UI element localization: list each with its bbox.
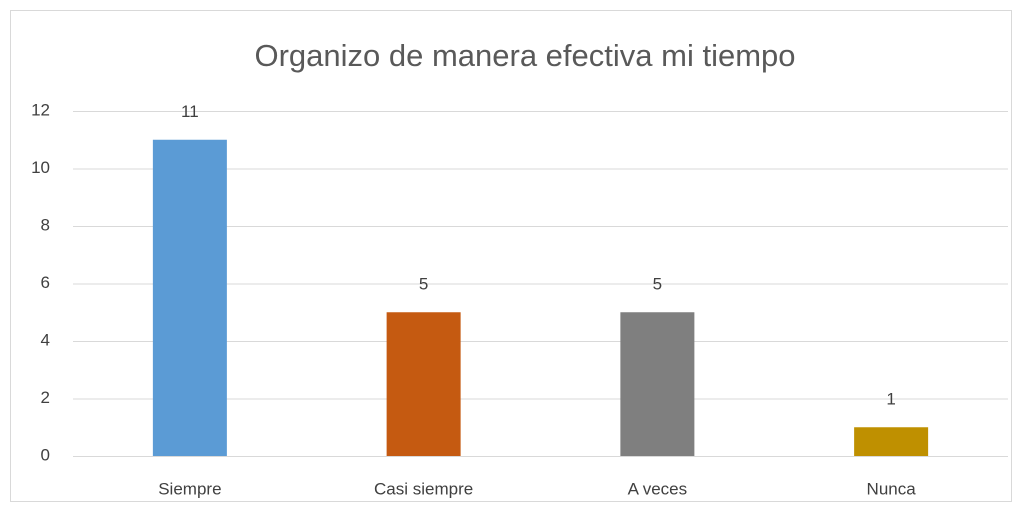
data-label: 5 <box>419 275 428 294</box>
bar <box>620 312 695 456</box>
x-tick-label: Nunca <box>867 479 917 498</box>
data-label: 1 <box>886 390 895 409</box>
y-tick-label: 4 <box>41 330 50 349</box>
data-label: 11 <box>181 102 199 121</box>
y-tick-label: 12 <box>31 100 50 119</box>
x-tick-label: Casi siempre <box>374 479 473 498</box>
bar <box>854 427 929 456</box>
y-tick-label: 0 <box>41 445 50 464</box>
bar <box>152 139 227 456</box>
y-tick-label: 8 <box>41 215 50 234</box>
data-label: 5 <box>653 275 662 294</box>
y-tick-label: 6 <box>41 273 50 292</box>
y-tick-label: 2 <box>41 388 50 407</box>
bar <box>386 312 461 456</box>
chart-title: Organizo de manera efectiva mi tiempo <box>254 38 795 73</box>
x-tick-label: Siempre <box>158 479 221 498</box>
x-tick-label: A veces <box>628 479 688 498</box>
y-tick-label: 10 <box>31 158 50 177</box>
